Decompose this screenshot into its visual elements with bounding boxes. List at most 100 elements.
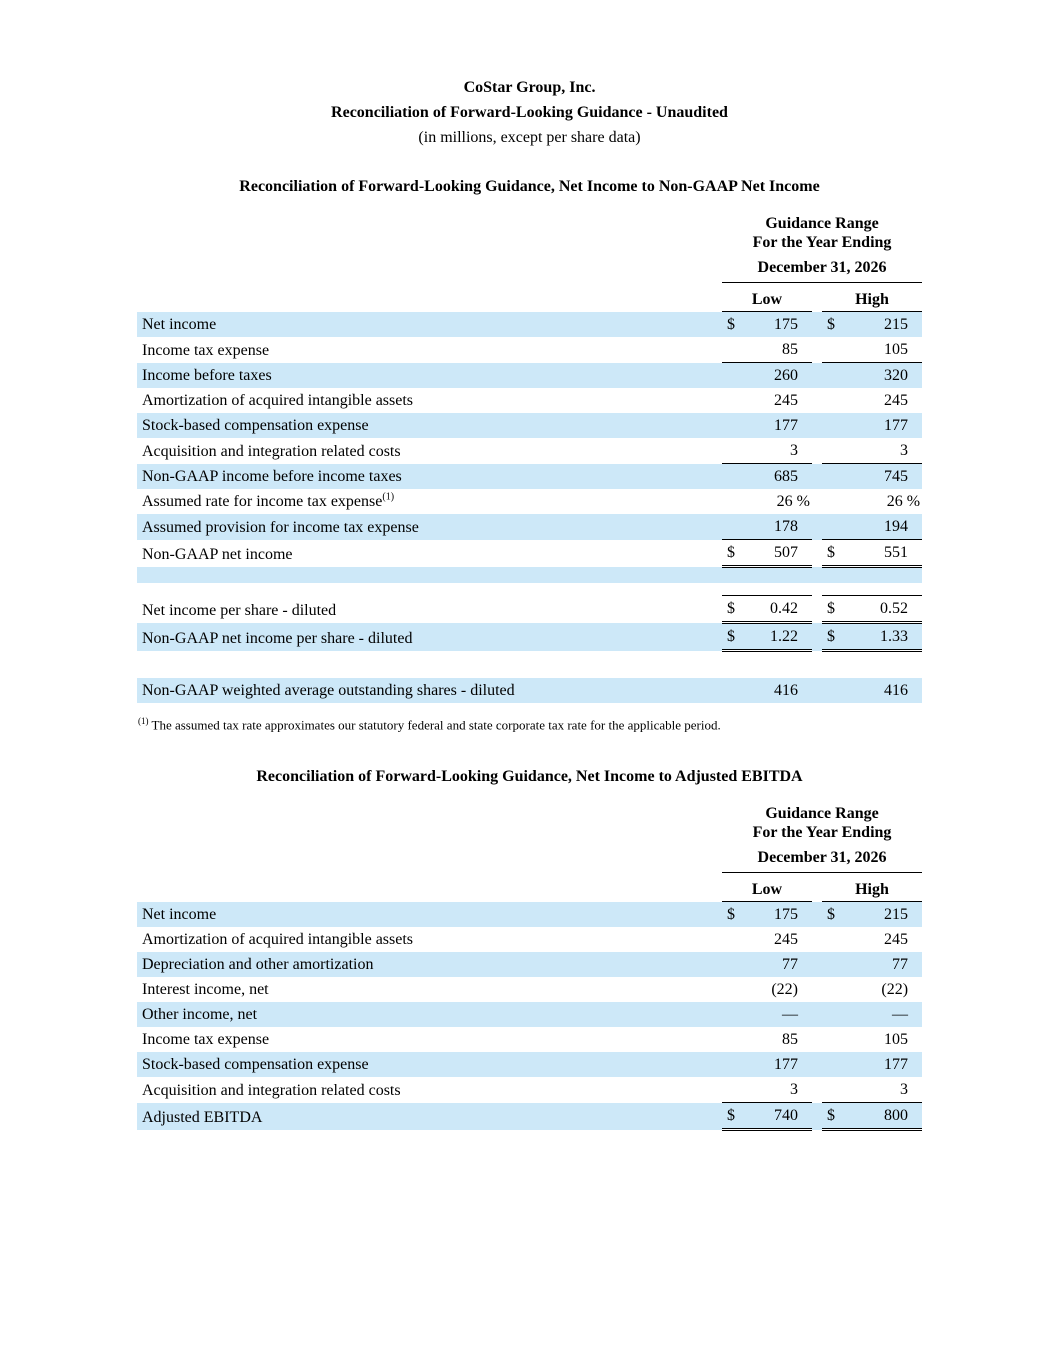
row-label: Other income, net: [137, 1002, 722, 1028]
cell-value: 26 %: [886, 493, 921, 510]
column-gap: [812, 1027, 822, 1052]
spacer-cell: [137, 566, 923, 583]
cell-value: 3: [900, 442, 909, 459]
cell-value: 85: [782, 1031, 798, 1049]
cell-value: 105: [884, 341, 909, 358]
year-ending-line: For the Year Ending: [752, 824, 892, 842]
guidance-range-line: Guidance Range: [765, 215, 879, 232]
column-gap: [812, 489, 822, 514]
column-gap: [812, 388, 822, 413]
cell-value: 260: [774, 367, 798, 384]
low-value-cell: $175: [722, 901, 812, 928]
currency-symbol: $: [727, 628, 735, 645]
currency-symbol: $: [827, 544, 835, 561]
high-value-cell: $215: [822, 901, 923, 928]
table-row: Assumed provision for income tax expense…: [137, 514, 923, 540]
table2-heading: Reconciliation of Forward-Looking Guidan…: [256, 768, 803, 786]
high-value-cell: 105: [822, 1027, 922, 1052]
low-value-cell: $740: [722, 1102, 812, 1132]
column-gap: [812, 438, 822, 464]
high-value-cell: 245: [822, 388, 922, 413]
footnote-marker: (1): [138, 716, 149, 726]
high-value-cell: (22): [822, 977, 922, 1002]
row-label: Amortization of acquired intangible asse…: [142, 392, 414, 409]
cell-value: 215: [884, 906, 909, 924]
high-value-cell: 416: [822, 678, 923, 703]
column-gap: [812, 283, 822, 312]
cell-value: 245: [884, 931, 909, 949]
cell-value: 178: [774, 518, 798, 535]
cell-value: 177: [884, 1056, 909, 1074]
row-label: Assumed rate for income tax expense(1): [142, 491, 395, 510]
table1-body: Net income $175 $215 Income tax expense 85 10…: [137, 311, 923, 703]
cell-value: —: [892, 1006, 909, 1024]
cell-value: 1.33: [880, 628, 909, 645]
currency-symbol: $: [727, 544, 735, 561]
high-value-cell: 77: [822, 952, 923, 978]
spacer-row: [137, 651, 922, 679]
table-row: Assumed rate for income tax expense(1) 26…: [137, 489, 922, 514]
cell-value: 0.42: [770, 600, 798, 617]
column-gap: [812, 337, 822, 363]
spacer-cell: [137, 651, 922, 679]
header-spacer-cell: [137, 873, 722, 902]
cell-value: 177: [774, 417, 798, 434]
low-value-cell: 245: [722, 388, 812, 413]
high-value-cell: 3: [822, 438, 923, 464]
footnote: (1) The assumed tax rate approximates ou…: [137, 713, 922, 733]
low-column-header: Low: [722, 282, 812, 312]
low-value-cell: 178: [722, 514, 812, 540]
high-value-cell: 177: [822, 413, 923, 438]
row-label: Non-GAAP net income: [142, 545, 293, 563]
units-note: (in millions, except per share data): [418, 129, 641, 146]
high-value-cell: 177: [822, 1052, 923, 1078]
cell-value: 3: [900, 1081, 909, 1099]
low-value-cell: —: [722, 1002, 812, 1028]
table1: Guidance Range For the Year Ending Decem…: [137, 204, 923, 703]
column-gap: [812, 977, 822, 1002]
cell-value: 685: [774, 468, 798, 485]
high-value-cell: 194: [822, 514, 923, 540]
column-header-row: Low High: [137, 872, 923, 903]
currency-symbol: $: [827, 600, 835, 617]
low-value-cell: 177: [722, 413, 812, 438]
document-header: CoStar Group, Inc. Reconciliation of For…: [137, 78, 922, 147]
high-value-cell: $0.52: [822, 595, 923, 624]
cell-value: 507: [774, 544, 798, 561]
low-value-cell: 177: [722, 1052, 812, 1078]
cell-value: 194: [884, 518, 909, 535]
column-gap: [812, 901, 822, 928]
table2: Guidance Range For the Year Ending Decem…: [137, 794, 923, 1132]
cell-value: 245: [774, 392, 798, 409]
column-gap: [812, 514, 822, 540]
spacer-row: [137, 566, 923, 583]
table-row: Other income, net — —: [137, 1002, 923, 1028]
low-value-cell: 85: [722, 337, 812, 363]
table-row: Net income per share - diluted $0.42 $0.52: [137, 595, 923, 624]
high-value-cell: $800: [822, 1102, 923, 1132]
currency-symbol: $: [827, 628, 835, 645]
cell-value: 800: [884, 1107, 909, 1125]
column-gap: [812, 311, 822, 337]
row-label: Acquisition and integration related cost…: [142, 1081, 401, 1099]
low-value-cell: 245: [722, 927, 812, 952]
cell-value: 175: [774, 906, 798, 924]
table-row: Adjusted EBITDA $740 $800: [137, 1102, 923, 1132]
cell-value: 3: [790, 1081, 798, 1099]
high-value-cell: 320: [822, 362, 923, 388]
high-column-header: High: [822, 872, 923, 903]
table-row: Income tax expense 85 105: [137, 1027, 922, 1052]
high-value-cell: $215: [822, 311, 923, 337]
column-gap: [812, 952, 822, 978]
column-gap: [812, 463, 822, 489]
column-gap: [812, 873, 822, 902]
row-label: Depreciation and other amortization: [137, 952, 722, 978]
column-gap: [812, 927, 822, 952]
low-value-cell: 3: [722, 438, 812, 464]
period-end-date: December 31, 2026: [757, 849, 887, 867]
cell-value: 416: [774, 682, 798, 699]
row-label: Income tax expense: [142, 341, 270, 359]
cell-value: 85: [782, 341, 798, 358]
cell-value: 740: [774, 1107, 798, 1125]
cell-value: (22): [771, 981, 798, 999]
